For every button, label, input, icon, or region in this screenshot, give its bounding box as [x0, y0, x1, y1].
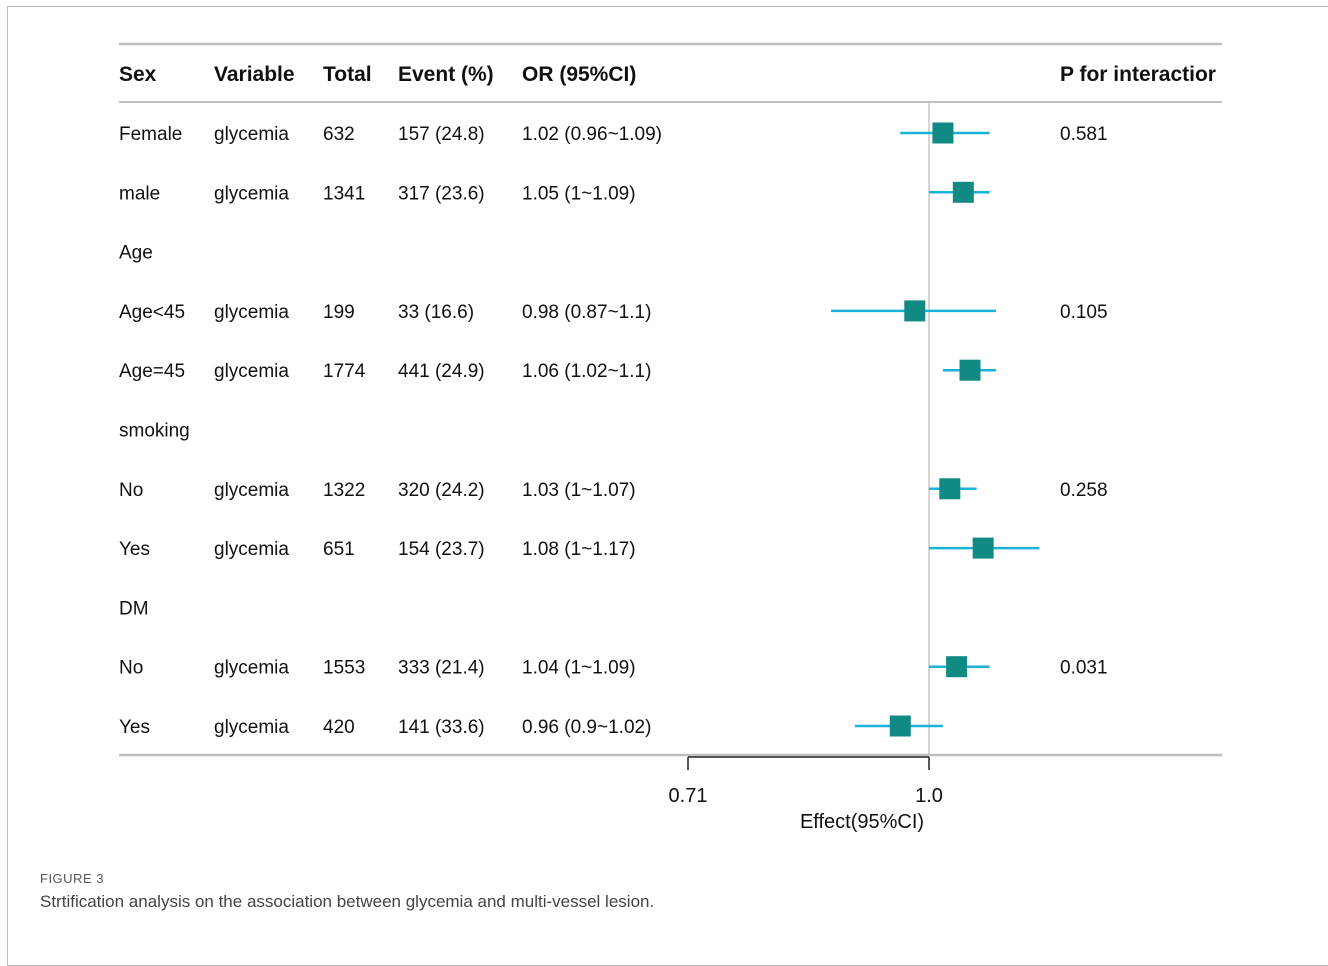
- or-marker: [904, 300, 926, 322]
- x-tick-label: 0.71: [669, 785, 708, 807]
- row-or: 1.05 (1~1.09): [522, 183, 636, 204]
- figure-label: FIGURE 3: [40, 871, 104, 886]
- column-header: Event (%): [398, 63, 494, 86]
- row-group-label: No: [119, 480, 143, 501]
- row-total: 199: [323, 302, 355, 323]
- row-variable: glycemia: [214, 658, 289, 679]
- row-event: 441 (24.9): [398, 361, 485, 382]
- x-axis-title: Effect(95%CI): [800, 811, 924, 833]
- row-variable: glycemia: [214, 539, 289, 560]
- row-total: 632: [323, 124, 355, 145]
- row-group-label: DM: [119, 598, 149, 619]
- row-group-label: male: [119, 183, 160, 204]
- row-or: 1.04 (1~1.09): [522, 658, 636, 679]
- row-variable: glycemia: [214, 717, 289, 738]
- x-tick-label: 1.0: [915, 785, 943, 807]
- forest-plot: Sex Variable Total Event (%) OR (95%CI) P for…: [119, 42, 1222, 833]
- or-marker: [946, 656, 968, 678]
- row-variable: glycemia: [214, 183, 289, 204]
- row-event: 317 (23.6): [398, 183, 485, 204]
- row-total: 1553: [323, 658, 365, 679]
- column-header: Sex: [119, 63, 157, 86]
- row-event: 157 (24.8): [398, 124, 485, 145]
- column-header: Variable: [214, 63, 295, 86]
- row-variable: glycemia: [214, 480, 289, 501]
- row-group-label: Yes: [119, 717, 150, 738]
- row-event: 333 (21.4): [398, 658, 485, 679]
- row-group-label: Age=45: [119, 361, 185, 382]
- row-p-value: 0.258: [1060, 480, 1108, 501]
- row-p-value: 0.581: [1060, 124, 1108, 145]
- figure-caption: Strtification analysis on the associatio…: [40, 892, 655, 911]
- column-header: OR (95%CI): [522, 63, 636, 86]
- row-event: 33 (16.6): [398, 302, 474, 323]
- row-total: 1322: [323, 480, 365, 501]
- row-p-value: 0.105: [1060, 302, 1108, 323]
- or-marker: [889, 715, 911, 737]
- row-group-label: Yes: [119, 539, 150, 560]
- row-group-label: Age: [119, 243, 153, 264]
- row-variable: glycemia: [214, 361, 289, 382]
- row-event: 320 (24.2): [398, 480, 485, 501]
- row-group-label: smoking: [119, 421, 190, 442]
- or-marker: [972, 537, 994, 559]
- or-marker: [952, 181, 974, 203]
- column-header: P for interactior: [1060, 63, 1216, 86]
- row-or: 1.03 (1~1.07): [522, 480, 636, 501]
- or-marker: [932, 122, 954, 144]
- row-total: 1774: [323, 361, 366, 382]
- row-or: 1.06 (1.02~1.1): [522, 361, 651, 382]
- row-total: 420: [323, 717, 355, 738]
- row-or: 0.96 (0.9~1.02): [522, 717, 651, 738]
- or-marker: [959, 359, 981, 381]
- row-p-value: 0.031: [1060, 658, 1108, 679]
- row-group-label: Female: [119, 124, 182, 145]
- row-event: 141 (33.6): [398, 717, 485, 738]
- row-or: 1.02 (0.96~1.09): [522, 124, 662, 145]
- row-or: 0.98 (0.87~1.1): [522, 302, 651, 323]
- or-marker: [939, 478, 961, 500]
- row-group-label: No: [119, 658, 143, 679]
- row-variable: glycemia: [214, 124, 289, 145]
- row-event: 154 (23.7): [398, 539, 485, 560]
- row-or: 1.08 (1~1.17): [522, 539, 636, 560]
- row-variable: glycemia: [214, 302, 289, 323]
- row-total: 1341: [323, 183, 365, 204]
- column-header: Total: [323, 63, 372, 86]
- row-group-label: Age<45: [119, 302, 185, 323]
- row-total: 651: [323, 539, 355, 560]
